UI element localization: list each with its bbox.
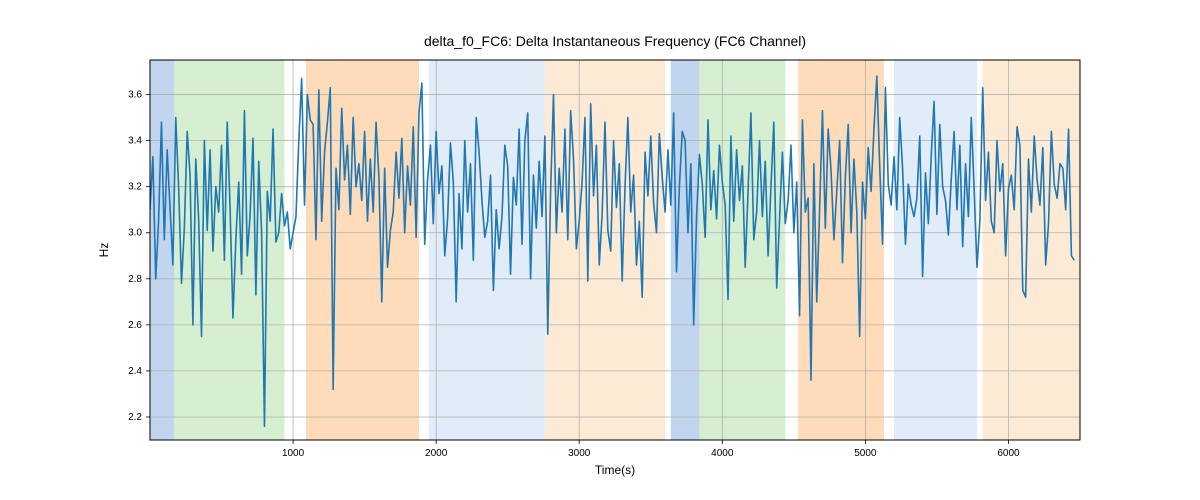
ytick-label: 2.8	[128, 274, 142, 285]
ytick-label: 3.4	[128, 136, 142, 147]
ytick-label: 2.4	[128, 366, 142, 377]
shaded-region	[983, 60, 1080, 440]
ytick-label: 3.6	[128, 90, 142, 101]
xtick-label: 6000	[997, 448, 1020, 459]
ytick-label: 3.0	[128, 228, 142, 239]
shaded-region	[798, 60, 884, 440]
shaded-region	[894, 60, 977, 440]
chart-title: delta_f0_FC6: Delta Instantaneous Freque…	[424, 33, 806, 49]
shaded-region	[306, 60, 419, 440]
xtick-label: 4000	[711, 448, 734, 459]
ytick-label: 2.2	[128, 412, 142, 423]
ytick-label: 3.2	[128, 182, 142, 193]
shaded-region	[150, 60, 174, 440]
x-axis-label: Time(s)	[595, 463, 635, 477]
xtick-label: 5000	[854, 448, 877, 459]
xtick-label: 2000	[425, 448, 448, 459]
shaded-region	[699, 60, 785, 440]
line-chart: 1000 2000 3000 4000 5000 6000 2.2 2.4 2.6 2.8 3.0 3…	[0, 0, 1200, 500]
ytick-label: 2.6	[128, 320, 142, 331]
xtick-label: 1000	[282, 448, 305, 459]
shaded-region	[545, 60, 665, 440]
xtick-label: 3000	[568, 448, 591, 459]
chart-container: 1000 2000 3000 4000 5000 6000 2.2 2.4 2.6 2.8 3.0 3…	[0, 0, 1200, 500]
y-axis-label: Hz	[97, 243, 111, 258]
